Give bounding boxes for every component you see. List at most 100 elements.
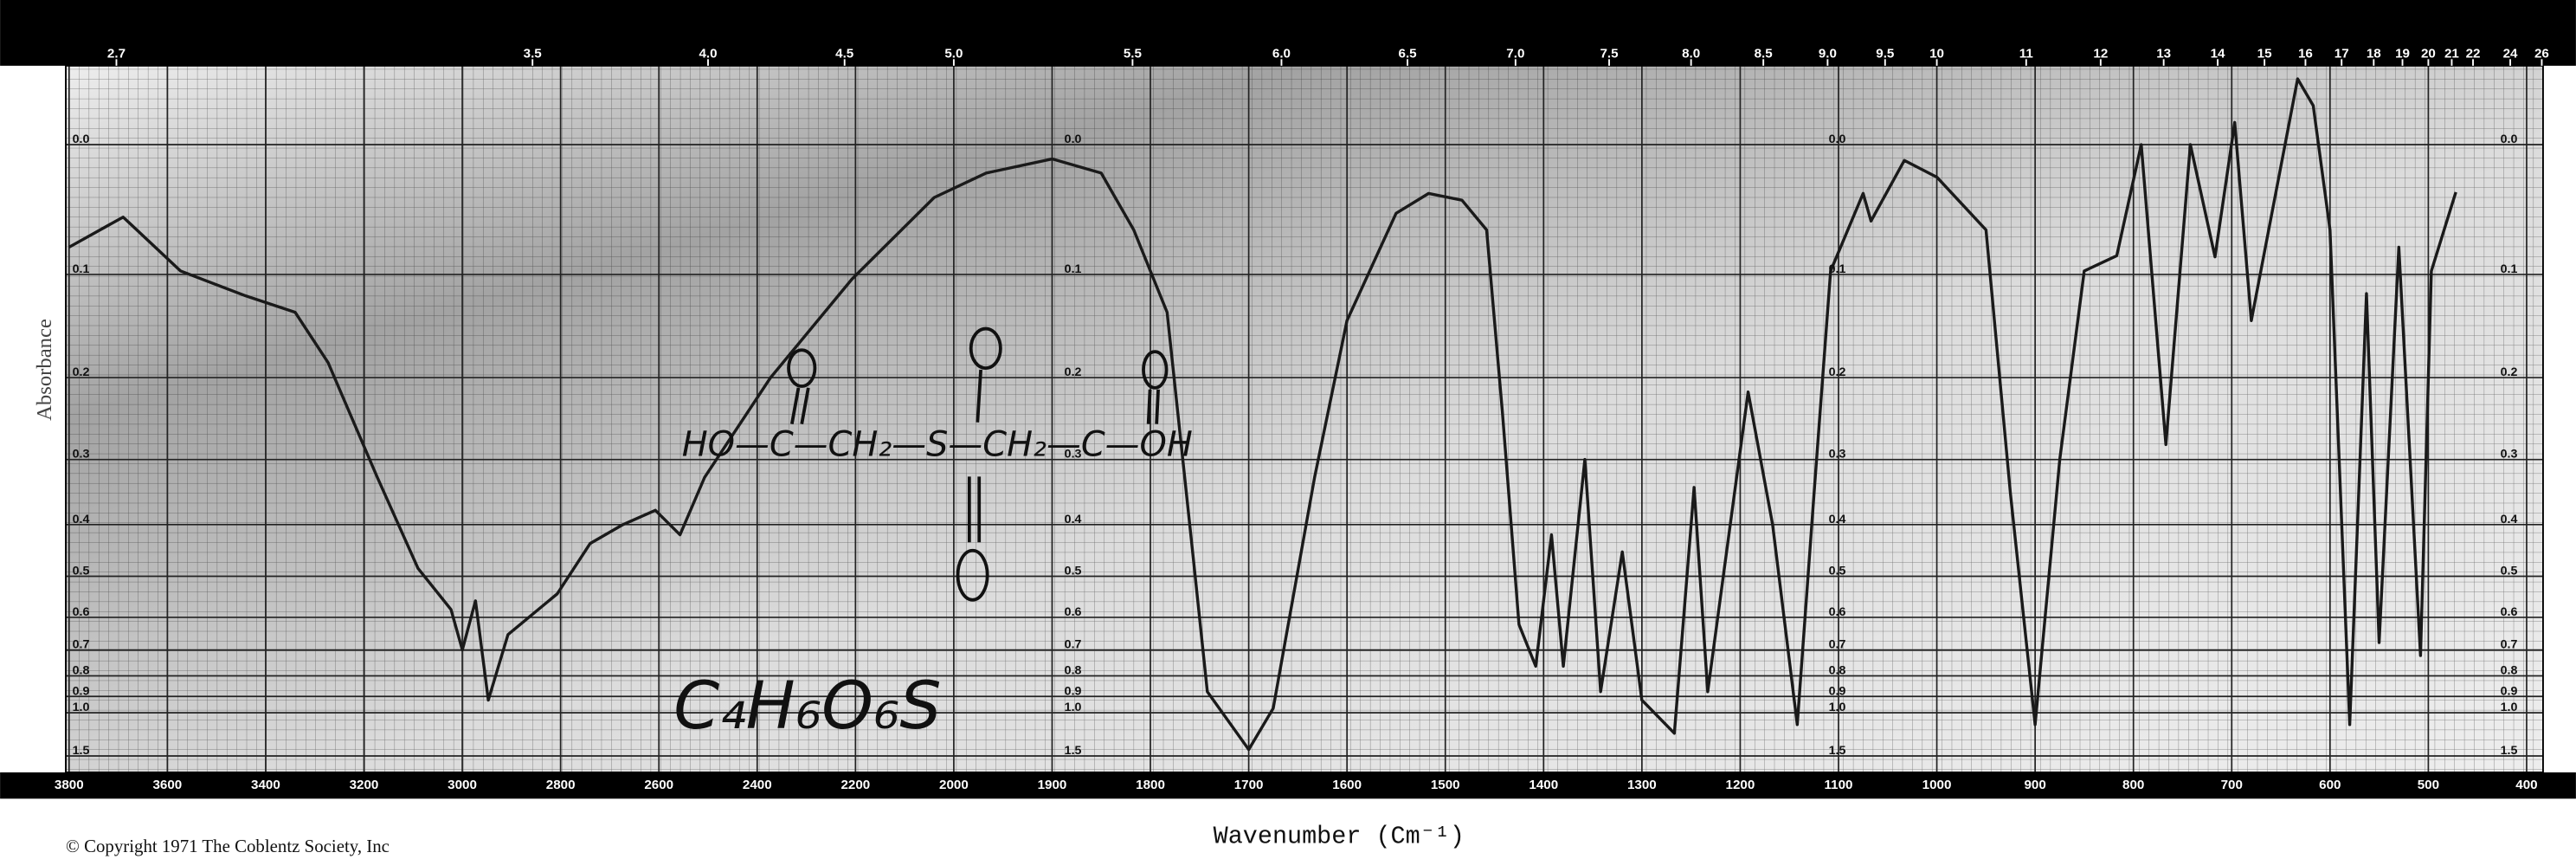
y-tick-label: 0.9 [1829, 684, 1846, 698]
x2-tick-label: 9.0 [1819, 47, 1837, 61]
x-tick-label: 2800 [546, 778, 576, 792]
y-tick-label: 0.5 [1829, 565, 1846, 578]
x2-tick-label: 8.0 [1682, 47, 1700, 61]
x-tick-label: 2400 [743, 778, 772, 792]
y-tick-label: 1.0 [73, 701, 90, 714]
x-tick-label: 700 [2221, 778, 2243, 792]
x2-tick-label: 7.0 [1506, 47, 1524, 61]
y-tick-label: 0.4 [2501, 513, 2518, 526]
x-tick-label: 600 [2319, 778, 2341, 792]
y-tick-label: 0.8 [1829, 664, 1846, 678]
y-tick-label: 0.7 [1829, 638, 1846, 652]
x2-tick-label: 6.5 [1399, 47, 1418, 61]
x2-tick-label: 8.5 [1755, 47, 1774, 61]
x-axis-label: Wavenumber (Cm⁻¹) [1214, 823, 1465, 851]
x2-tick-label: 2.7 [107, 47, 126, 61]
y-tick-label: 0.8 [2501, 664, 2518, 678]
x2-tick-label: 15 [2257, 47, 2272, 61]
plot-shading [66, 65, 2543, 772]
x-tick-label: 800 [2122, 778, 2144, 792]
y-tick-label: 0.6 [1065, 605, 1082, 619]
y-tick-label: 0.1 [1829, 262, 1846, 276]
x2-tick-label: 17 [2334, 47, 2349, 61]
y-tick-label: 0.4 [73, 513, 90, 526]
top-band [0, 0, 2576, 66]
x-tick-label: 1500 [1431, 778, 1460, 792]
y-tick-label: 0.7 [2501, 638, 2518, 652]
x-tick-label: 1700 [1234, 778, 1264, 792]
x-tick-label: 1900 [1038, 778, 1067, 792]
x2-tick-label: 20 [2421, 47, 2436, 61]
y-tick-label: 0.2 [73, 365, 90, 379]
y-tick-label: 0.5 [2501, 565, 2518, 578]
grid [66, 65, 2543, 772]
x-tick-label: 1000 [1922, 778, 1952, 792]
y-tick-label: 0.0 [1829, 132, 1846, 146]
y-tick-label: 0.4 [1829, 513, 1846, 526]
y-tick-label: 0.6 [2501, 605, 2518, 619]
y-tick-label: 0.2 [1829, 365, 1846, 379]
x2-tick-label: 11 [2019, 47, 2034, 61]
y-tick-label: 0.3 [2501, 448, 2518, 462]
y-tick-label: 0.3 [1829, 448, 1846, 462]
x-tick-label: 3000 [448, 778, 477, 792]
y-tick-label: 0.1 [73, 262, 90, 276]
x-tick-label: 2200 [840, 778, 870, 792]
plot-frame [65, 64, 2544, 773]
x-tick-label: 1300 [1627, 778, 1657, 792]
x2-tick-label: 24 [2503, 47, 2518, 61]
bottom-band [0, 772, 2576, 799]
x2-tick-label: 26 [2534, 47, 2549, 61]
x-tick-label: 400 [2515, 778, 2537, 792]
x-tick-label: 3400 [251, 778, 280, 792]
y-tick-label: 0.9 [1065, 684, 1082, 698]
x-tick-label: 500 [2418, 778, 2439, 792]
x-tick-label: 1400 [1529, 778, 1558, 792]
x-tick-label: 3200 [350, 778, 379, 792]
x-tick-label: 2600 [644, 778, 673, 792]
x2-tick-label: 9.5 [1876, 47, 1895, 61]
y-tick-label: 0.3 [1065, 448, 1082, 462]
x2-tick-label: 18 [2367, 47, 2381, 61]
y-tick-label: 0.5 [1065, 565, 1082, 578]
y-tick-label: 1.5 [1065, 744, 1082, 758]
y-tick-label: 0.3 [73, 448, 90, 462]
y-tick-label: 0.6 [1829, 605, 1846, 619]
x2-tick-label: 5.0 [944, 47, 963, 61]
x-tick-label: 1600 [1332, 778, 1362, 792]
x-tick-label: 1200 [1726, 778, 1755, 792]
y-tick-label: 0.8 [73, 664, 90, 678]
x2-tick-label: 12 [2093, 47, 2108, 61]
y-tick-label: 0.6 [73, 605, 90, 619]
x2-tick-label: 21 [2444, 47, 2459, 61]
y-tick-label: 0.0 [1065, 132, 1082, 146]
x-tick-label: 3600 [152, 778, 182, 792]
marks [68, 77, 2457, 752]
x2-tick-label: 3.5 [524, 47, 543, 61]
x2-tick-label: 5.5 [1124, 47, 1143, 61]
y-tick-label: 1.5 [2501, 744, 2518, 758]
y-tick-label: 0.9 [73, 684, 90, 698]
y-tick-label: 0.8 [1065, 664, 1082, 678]
y-tick-label: 0.0 [2501, 132, 2518, 146]
y-tick-label: 0.1 [2501, 262, 2518, 276]
y-tick-label: 0.2 [1065, 365, 1082, 379]
x-tick-label: 3800 [55, 778, 84, 792]
y-tick-label: 0.7 [1065, 638, 1082, 652]
structure-annotation: HO—C—CH₂—S—CH₂—C—OH [682, 425, 1193, 465]
y-tick-label: 1.0 [2501, 701, 2518, 714]
x2-tick-label: 10 [1929, 47, 1944, 61]
x-tick-label: 900 [2024, 778, 2045, 792]
y-tick-label: 0.7 [73, 638, 90, 652]
x2-tick-label: 14 [2211, 47, 2225, 61]
x2-tick-label: 7.5 [1600, 47, 1619, 61]
x2-tick-label: 4.0 [699, 47, 717, 61]
y-tick-label: 0.0 [73, 132, 90, 146]
x-tick-label: 1100 [1825, 778, 1853, 792]
x2-tick-label: 22 [2466, 47, 2481, 61]
structure-oxygens [787, 326, 1169, 602]
y-tick-label: 0.4 [1065, 513, 1082, 526]
y-tick-label: 0.1 [1065, 262, 1082, 276]
copyright: © Copyright 1971 The Coblentz Society, I… [66, 836, 390, 856]
